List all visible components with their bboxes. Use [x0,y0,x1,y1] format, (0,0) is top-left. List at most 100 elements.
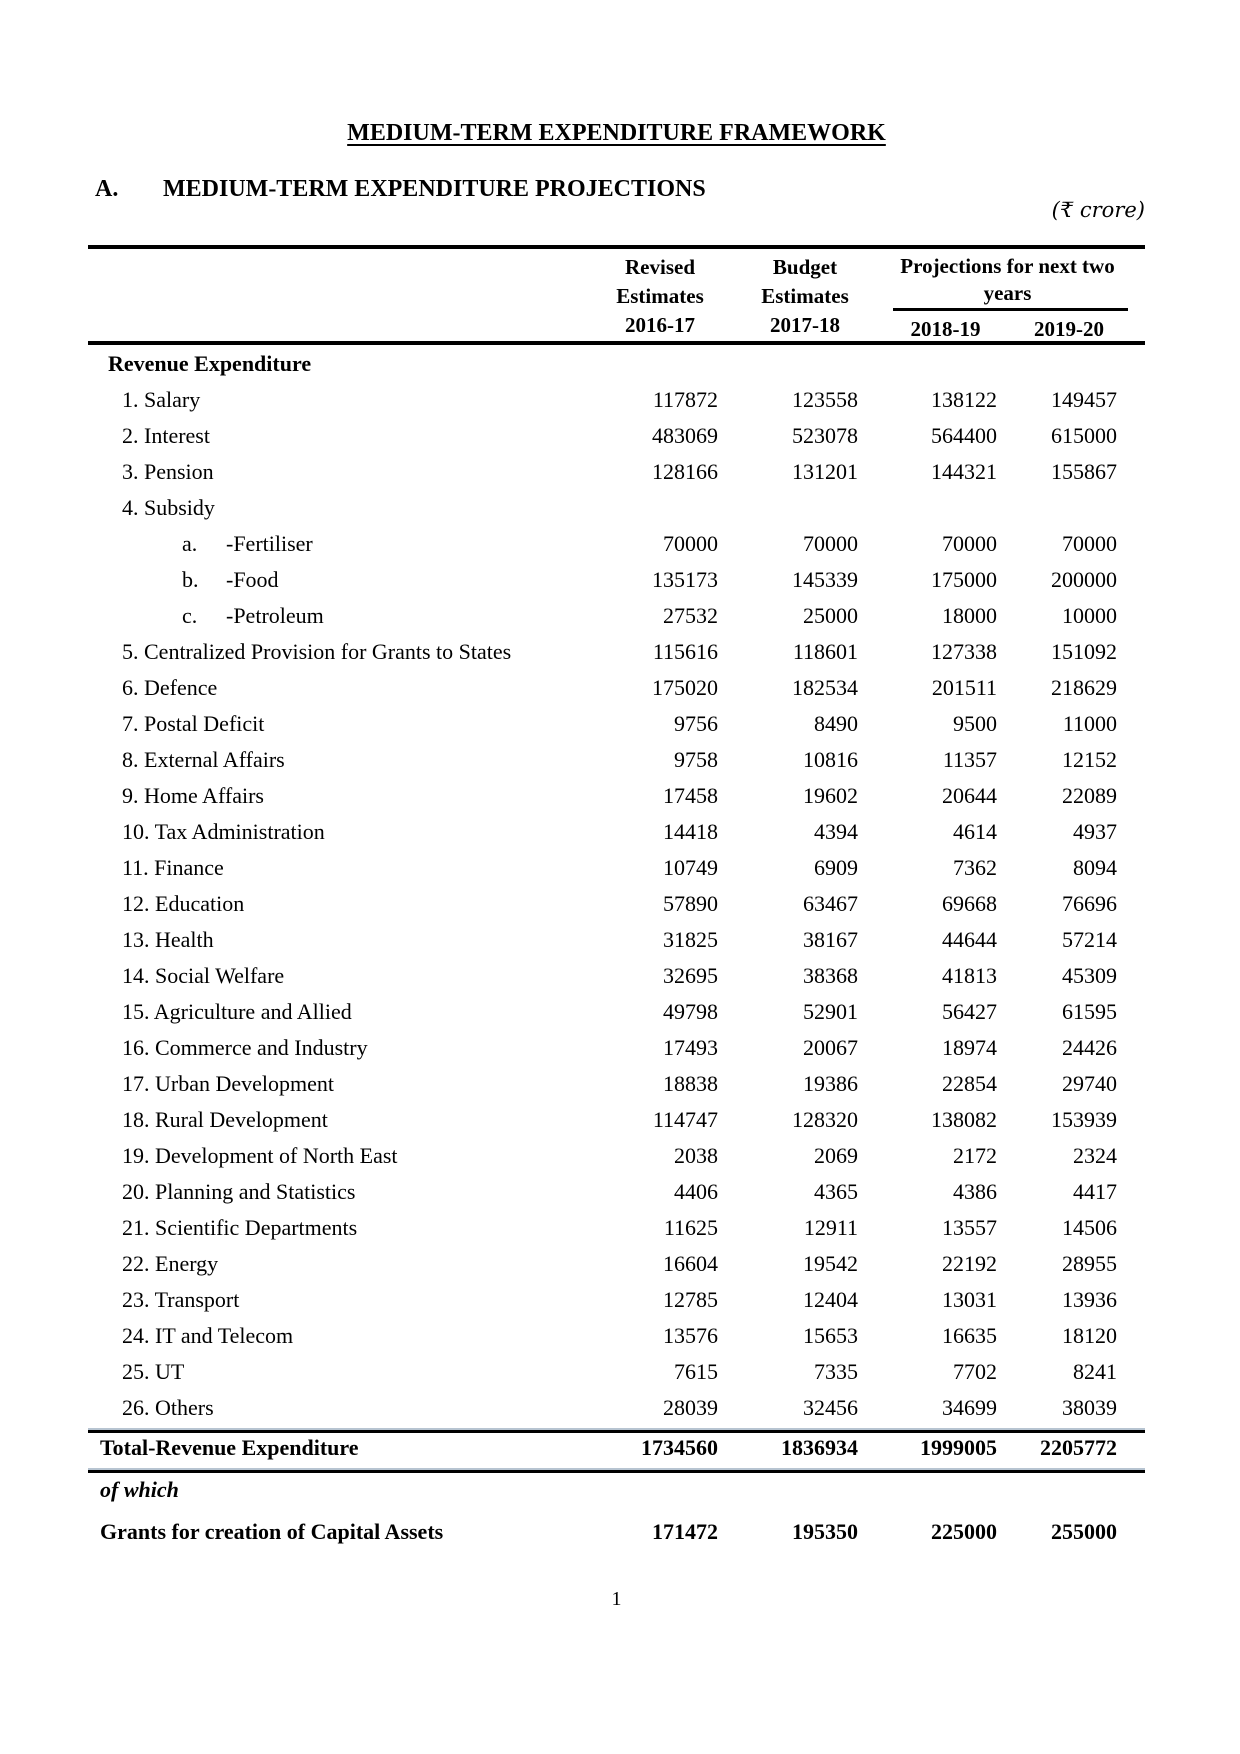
row-label-text: 25. UT [122,1359,185,1384]
row-value: 24426 [1062,1035,1118,1060]
row-pad [1117,886,1145,922]
rule-total-top [88,1428,1145,1433]
row-value: 19602 [803,783,858,808]
row-value: 11625 [663,1215,718,1240]
row-value: 32695 [663,963,718,988]
row-value: 128166 [652,459,718,484]
table-row: 2. Interest 483069 523078 564400 615000 [88,418,1145,454]
row-label-text: 9. Home Affairs [122,783,264,808]
table-row: 24. IT and Telecom 13576 15653 16635 18120 [88,1318,1145,1354]
row-label: 3. Pension [88,454,508,490]
row-value: 2324 [1073,1143,1118,1168]
row-label: b. -Food [88,562,508,598]
row-value: 12911 [803,1215,858,1240]
row-value: 45309 [1062,963,1118,988]
row-pad [1117,382,1145,418]
row-value: 4417 [1073,1179,1118,1204]
row-prefix: c. [182,603,198,628]
table-row: 9. Home Affairs 17458 19602 20644 22089 [88,778,1145,814]
table-row: 16. Commerce and Industry 17493 20067 18974… [88,1030,1145,1066]
table-row: 7. Postal Deficit 9756 8490 9500 11000 [88,706,1145,742]
table-row: 21. Scientific Departments 11625 12911 1355… [88,1210,1145,1246]
row-value: 8241 [1073,1359,1118,1384]
row-value: 4937 [1073,819,1118,844]
row-pad [1117,490,1145,526]
table-row: 1. Salary 117872 123558 138122 149457 [88,382,1145,418]
row-value: 4365 [814,1179,858,1204]
of-which-label: of which [100,1477,179,1502]
row-value: 149457 [1051,387,1118,412]
row-value: 13031 [942,1287,997,1312]
row-label-text: 3. Pension [122,459,214,484]
row-pad [1117,706,1145,742]
section-label: A. [95,176,119,202]
row-value: 69668 [942,891,997,916]
row-value: 115616 [652,639,718,664]
of-which-row: of which [88,1470,1145,1510]
row-label: 26. Others [88,1390,508,1426]
row-value: 7362 [953,855,997,880]
row-value: 19386 [803,1071,858,1096]
row-value: 144321 [931,459,997,484]
row-value: 175000 [931,567,997,592]
total-value: 1734560 [641,1435,718,1460]
row-pad [1117,1174,1145,1210]
section-heading: A. MEDIUM-TERM EXPENDITURE PROJECTIONS [95,176,1145,203]
row-value: 16604 [663,1251,718,1276]
label-column-header [88,249,508,346]
row-label: 18. Rural Development [88,1102,508,1138]
table-row: 25. UT 7615 7335 7702 8241 [88,1354,1145,1390]
row-label: a. -Fertiliser [88,526,508,562]
row-value: 70000 [663,531,718,556]
row-pad [1117,1102,1145,1138]
table-row: b. -Food 135173 145339 175000 200000 [88,562,1145,598]
row-value: 38167 [803,927,858,952]
row-value: 131201 [792,459,858,484]
col-header-budget-estimates: Budget Estimates 2017-18 [718,249,858,346]
table-row: Revenue Expenditure [88,346,1145,382]
row-value: 7335 [814,1359,858,1384]
row-label-text: 17. Urban Development [122,1071,334,1096]
row-label-text: 15. Agriculture and Allied [122,999,352,1024]
row-label-text: 24. IT and Telecom [122,1323,294,1348]
row-label: 24. IT and Telecom [88,1318,508,1354]
row-value: 14418 [663,819,718,844]
row-value: 145339 [792,567,858,592]
row-value: 11000 [1062,711,1118,736]
row-label: 9. Home Affairs [88,778,508,814]
col-header-2019-20: 2019-20 [1034,317,1104,341]
row-value: 14506 [1062,1215,1118,1240]
row-value: 201511 [931,675,997,700]
row-pad [1117,670,1145,706]
row-value: 2172 [953,1143,997,1168]
row-value: 28039 [663,1395,718,1420]
grants-value: 225000 [931,1519,997,1544]
row-value: 175020 [652,675,718,700]
col-header-2018-19: 2018-19 [910,317,981,341]
row-pad [1117,1282,1145,1318]
row-value: 22192 [942,1251,997,1276]
row-label: 1. Salary [88,382,508,418]
col-group-projections: Projections for next two years [858,249,1129,311]
table-row: 15. Agriculture and Allied 49798 52901 5642… [88,994,1145,1030]
row-value: 218629 [1051,675,1118,700]
row-label: 5. Centralized Provision for Grants to S… [88,634,511,670]
row-label: 22. Energy [88,1246,508,1282]
row-value [508,490,718,526]
row-value: 11357 [942,747,997,772]
row-value: 17493 [663,1035,718,1060]
col-header-revised-estimates: Revised Estimates 2016-17 [508,249,718,346]
row-value: 7702 [953,1359,997,1384]
row-value: 6909 [814,855,858,880]
table-row: 12. Education 57890 63467 69668 76696 [88,886,1145,922]
row-value: 155867 [1051,459,1118,484]
table-row: 14. Social Welfare 32695 38368 41813 45309 [88,958,1145,994]
row-value: 18974 [942,1035,997,1060]
row-value: 70000 [942,531,997,556]
row-value: 9500 [953,711,997,736]
row-value [718,346,858,382]
row-prefix: a. [182,531,198,556]
row-value: 9756 [674,711,718,736]
row-value: 8094 [1073,855,1118,880]
